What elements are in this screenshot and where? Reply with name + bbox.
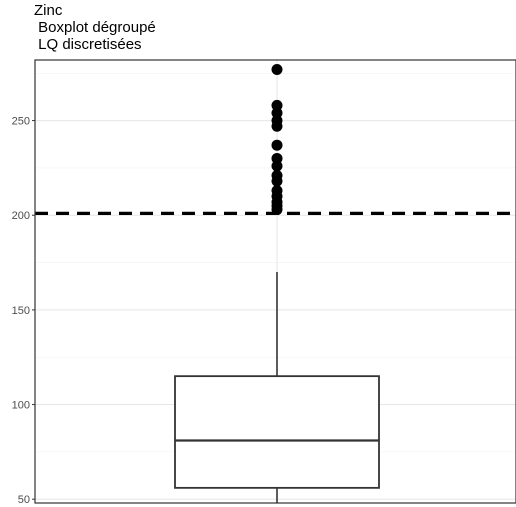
y-tick-label: 150 [12, 305, 30, 317]
plot-panel-border [34, 59, 516, 504]
y-axis-tick-labels: 50 100 150 200 250 [12, 116, 30, 507]
y-tick-label: 200 [12, 210, 30, 222]
outlier-point [271, 139, 283, 151]
y-tick-label: 50 [18, 494, 30, 506]
title-line-1: Zinc [34, 2, 63, 19]
outlier-point [271, 160, 283, 172]
outlier-point [271, 107, 283, 119]
chart-title: Zinc Boxplot dégroupé LQ discretisées [34, 2, 156, 53]
outlier-point [271, 99, 283, 111]
outlier-point [271, 152, 283, 164]
y-tick-label: 100 [12, 400, 30, 412]
iqr-box [174, 375, 380, 489]
boxplot [174, 272, 380, 503]
outlier-points [271, 63, 283, 216]
y-tick-label: 250 [12, 116, 30, 128]
outlier-point [271, 63, 283, 75]
title-line-2: Boxplot dégroupé [34, 19, 156, 36]
outlier-point [271, 120, 283, 132]
title-line-3: LQ discretisées [34, 36, 142, 53]
outlier-point [271, 175, 283, 187]
